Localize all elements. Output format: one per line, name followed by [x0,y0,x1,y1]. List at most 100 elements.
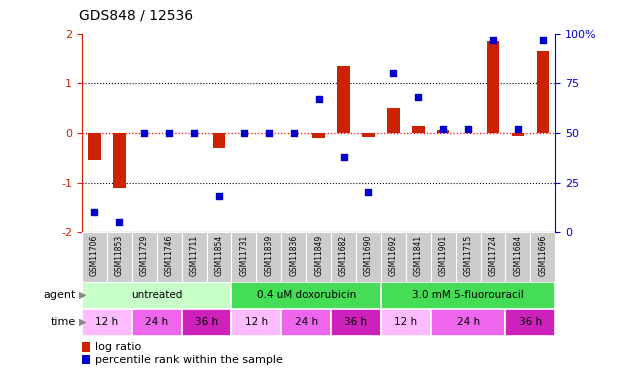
Text: GSM11849: GSM11849 [314,235,323,276]
Text: GSM11901: GSM11901 [439,235,447,276]
Bar [281,232,306,282]
Point [413,94,423,100]
Bar [536,51,549,133]
Text: agent: agent [44,290,76,300]
Text: GSM11853: GSM11853 [115,235,124,276]
Bar [381,309,431,336]
Text: time: time [50,317,76,327]
Bar [132,309,182,336]
Point [338,154,348,160]
Point [139,130,150,136]
Bar [206,232,232,282]
Bar [82,232,107,282]
Bar [82,309,132,336]
Bar [531,232,555,282]
Bar [456,232,481,282]
Bar [437,130,449,133]
Text: 12 h: 12 h [394,317,417,327]
Bar [232,282,381,309]
Bar [412,126,425,133]
Bar [406,232,431,282]
Point [189,130,199,136]
Bar [156,232,182,282]
Bar [232,309,281,336]
Bar [338,66,350,133]
Text: log ratio: log ratio [95,342,141,352]
Point [388,70,398,76]
Text: GSM11841: GSM11841 [414,235,423,276]
Bar [256,232,281,282]
Text: GSM11715: GSM11715 [464,235,473,276]
Text: 0.4 uM doxorubicin: 0.4 uM doxorubicin [257,290,356,300]
Text: GSM11746: GSM11746 [165,235,174,276]
Text: GSM11729: GSM11729 [140,235,149,276]
Point [164,130,174,136]
Text: 36 h: 36 h [345,317,368,327]
Text: GSM11690: GSM11690 [364,235,373,276]
Bar [107,232,132,282]
Point [264,130,274,136]
Point [513,126,523,132]
Bar [182,309,232,336]
Point [488,37,498,43]
Bar [132,232,156,282]
Bar [306,232,331,282]
Bar [431,232,456,282]
Text: GDS848 / 12536: GDS848 / 12536 [79,9,193,22]
Text: 36 h: 36 h [195,317,218,327]
Text: untreated: untreated [131,290,182,300]
Bar [381,282,555,309]
Point [463,126,473,132]
Text: 12 h: 12 h [95,317,119,327]
Text: GSM11711: GSM11711 [190,235,199,276]
Text: 3.0 mM 5-fluorouracil: 3.0 mM 5-fluorouracil [412,290,524,300]
Bar [232,232,256,282]
Point [438,126,448,132]
Text: GSM11706: GSM11706 [90,235,99,276]
Point [114,219,124,225]
Bar [487,41,499,133]
Bar [431,309,505,336]
Text: 24 h: 24 h [457,317,480,327]
Text: ▶: ▶ [79,317,86,327]
Bar [113,133,126,188]
Text: 24 h: 24 h [145,317,168,327]
Bar [312,133,325,138]
Bar [356,232,381,282]
Text: GSM11684: GSM11684 [514,235,522,276]
Point [314,96,324,102]
Text: ▶: ▶ [79,290,86,300]
Point [363,189,374,195]
Point [214,194,224,200]
Bar [281,309,331,336]
Text: GSM11692: GSM11692 [389,235,398,276]
Bar [481,232,505,282]
Text: GSM11682: GSM11682 [339,235,348,276]
Point [90,209,100,215]
Text: 12 h: 12 h [245,317,268,327]
Bar [387,108,399,133]
Bar [182,232,206,282]
Text: GSM11724: GSM11724 [488,235,497,276]
Bar [381,232,406,282]
Point [289,130,299,136]
Bar [82,282,232,309]
Bar [331,309,381,336]
Text: percentile rank within the sample: percentile rank within the sample [95,354,283,364]
Text: GSM11836: GSM11836 [289,235,298,276]
Bar [505,309,555,336]
Bar [88,133,101,160]
Text: GSM11854: GSM11854 [215,235,223,276]
Point [538,37,548,43]
Text: GSM11731: GSM11731 [239,235,249,276]
Bar [505,232,531,282]
Bar [362,133,375,137]
Bar [331,232,356,282]
Text: 24 h: 24 h [295,317,318,327]
Text: GSM11696: GSM11696 [538,235,547,276]
Point [239,130,249,136]
Bar [512,133,524,136]
Bar [213,133,225,148]
Text: 36 h: 36 h [519,317,542,327]
Text: GSM11839: GSM11839 [264,235,273,276]
